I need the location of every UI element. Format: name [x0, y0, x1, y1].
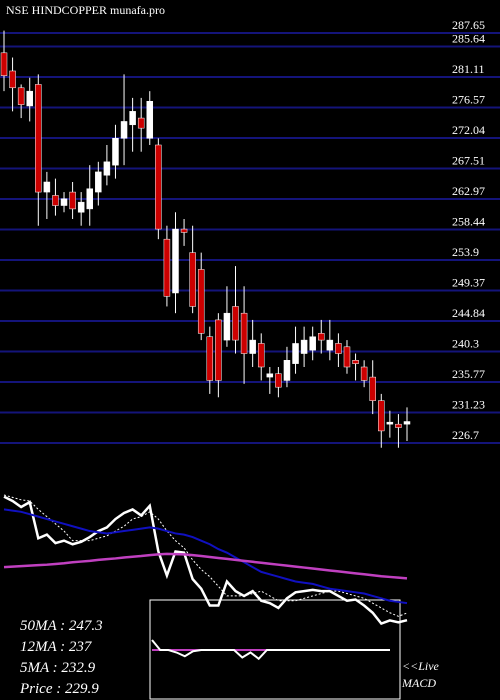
y-tick-label: 258.44	[452, 214, 485, 228]
y-tick-label: 240.3	[452, 337, 479, 351]
y-tick-label: 281.11	[452, 62, 485, 76]
ma-line	[3, 552, 408, 580]
candle-body	[232, 306, 239, 341]
y-tick-label: 285.64	[452, 31, 485, 45]
candle-body	[26, 90, 33, 107]
candle-body	[17, 87, 25, 105]
candle-body	[326, 339, 334, 351]
legend-label: Price : 229.9	[19, 681, 99, 697]
ma-line	[3, 494, 408, 617]
candle-body	[292, 343, 299, 364]
candle-body	[378, 400, 385, 432]
candle-body	[206, 336, 214, 381]
candle-body	[86, 188, 93, 210]
candle-body	[77, 201, 85, 213]
y-tick-label: 253.9	[452, 245, 479, 259]
candle-body	[343, 346, 351, 368]
candle-body	[403, 421, 411, 425]
candle-body	[35, 84, 42, 193]
y-tick-label: 244.84	[452, 306, 485, 320]
candle-body	[69, 191, 76, 210]
macd-label: MACD	[401, 676, 436, 690]
candle-body	[257, 343, 265, 368]
candle-body	[43, 181, 51, 193]
candle-body	[223, 312, 231, 341]
candle-body	[386, 421, 394, 425]
ma-line	[3, 495, 408, 626]
legend-label: 5MA : 232.9	[20, 660, 96, 676]
y-tick-label: 272.04	[452, 123, 485, 137]
candle-body	[395, 423, 402, 428]
candle-body	[249, 339, 256, 354]
chart-title: NSE HINDCOPPER munafa.pro	[6, 3, 165, 17]
candle-body	[189, 252, 196, 307]
candle-body	[95, 171, 102, 193]
legend-label: 50MA : 247.3	[20, 618, 103, 634]
candle-body	[0, 52, 8, 76]
y-tick-label: 276.57	[452, 93, 485, 107]
y-tick-label: 287.65	[452, 18, 485, 32]
candle-body	[172, 228, 179, 294]
candle-body	[240, 312, 248, 354]
candle-body	[52, 195, 59, 206]
candle-body	[129, 111, 136, 126]
y-tick-label: 226.7	[452, 428, 479, 442]
candle-body	[369, 376, 376, 401]
candle-body	[266, 373, 274, 378]
candle-body	[103, 161, 111, 176]
candle-body	[318, 333, 325, 341]
macd-label: <<Live	[402, 659, 440, 673]
candle-body	[283, 360, 291, 381]
candle-body	[352, 360, 359, 364]
macd-frame	[149, 599, 401, 700]
candle-body	[9, 70, 16, 89]
candle-body	[120, 121, 128, 139]
candle-body	[137, 117, 145, 129]
candle-body	[163, 238, 171, 297]
candle-body	[275, 373, 282, 388]
y-tick-label: 231.23	[452, 398, 485, 412]
y-tick-label: 267.51	[452, 153, 485, 167]
candle-body	[197, 269, 205, 334]
y-tick-label: 235.77	[452, 367, 485, 381]
y-tick-label: 249.37	[452, 276, 485, 290]
candle-body	[60, 198, 68, 206]
y-tick-label: 262.97	[452, 184, 485, 198]
macd-line	[151, 639, 390, 661]
candle-body	[155, 144, 162, 230]
ma-line	[3, 508, 408, 605]
candle-body	[146, 101, 154, 139]
candle-body	[309, 336, 316, 351]
candle-body	[215, 319, 222, 381]
candle-body	[180, 228, 188, 233]
candle-body	[112, 138, 119, 166]
candle-body	[335, 343, 342, 354]
legend-label: 12MA : 237	[20, 639, 93, 655]
candle-body	[360, 366, 368, 381]
candle-body	[300, 339, 308, 354]
